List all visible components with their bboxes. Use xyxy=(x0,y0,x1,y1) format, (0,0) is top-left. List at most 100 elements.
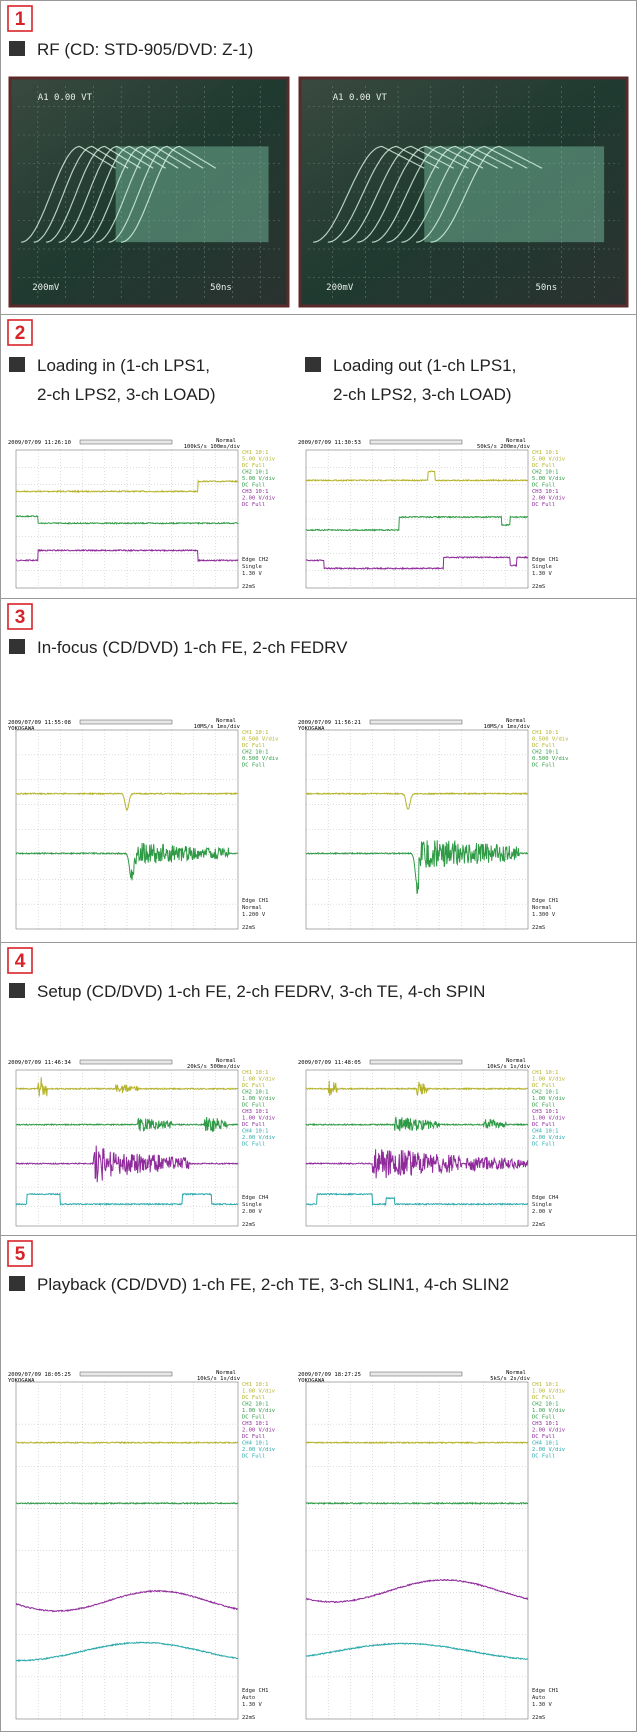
trigger-setting: Normal xyxy=(242,905,262,911)
channel-setting: 0.500 V/div xyxy=(242,756,279,762)
channel-setting: DC Full xyxy=(242,1415,265,1421)
channel-setting: DC Full xyxy=(532,1395,555,1401)
scope-trace xyxy=(305,840,529,894)
channel-setting: DC Full xyxy=(532,502,555,508)
channel-setting: CH2 10:1 xyxy=(532,470,559,476)
section-number: 3 xyxy=(15,607,26,628)
scope-memory-bar xyxy=(79,1059,173,1065)
channel-setting: 2.00 V/div xyxy=(242,1135,276,1141)
section-number-box xyxy=(7,319,33,346)
scope-timestamp: 2009/07/09 18:05:25 xyxy=(8,1372,71,1378)
scope-memory-bar xyxy=(369,1371,463,1377)
scope-timestamp: 2009/07/09 18:27:25 xyxy=(298,1372,361,1378)
channel-setting: CH4 10:1 xyxy=(532,1441,559,1447)
scope-trace xyxy=(305,1149,529,1179)
channel-setting: DC Full xyxy=(532,463,555,469)
scope-memory-bar xyxy=(79,439,173,445)
channel-setting: CH3 10:1 xyxy=(532,1421,559,1427)
channel-setting: DC Full xyxy=(532,743,555,749)
section-number: 5 xyxy=(15,1244,26,1265)
scope-brand: YOKOGAWA xyxy=(8,726,35,732)
channel-setting: 1.00 V/div xyxy=(242,1077,276,1083)
channel-setting: 1.00 V/div xyxy=(532,1389,566,1395)
caption-line: Loading in (1-ch LPS1, xyxy=(37,356,210,375)
trigger-setting: Single xyxy=(242,564,262,570)
scope-trace xyxy=(306,555,529,571)
channel-setting: CH1 10:1 xyxy=(242,730,269,736)
bullet xyxy=(305,357,321,372)
trigger-setting: Edge CH4 xyxy=(242,1195,269,1201)
crt-timebase: 50ns xyxy=(210,283,232,293)
scope-trace xyxy=(15,514,239,526)
bullet xyxy=(9,41,25,56)
scope-rate: 100kS/s 100ms/div xyxy=(184,444,241,450)
scope-timestamp: 2009/07/09 11:55:08 xyxy=(8,720,71,726)
scope-rate: 10MS/s 1ms/div xyxy=(484,724,531,730)
scope-timestamp: 2009/07/09 11:30:53 xyxy=(298,440,361,446)
section: 2 Loading in (1-ch LPS1, 2-ch LPS2, 3-ch L… xyxy=(0,314,637,590)
scope-timestamp: 2009/07/09 11:56:21 xyxy=(298,720,361,726)
scope-mode: Normal xyxy=(216,718,236,724)
scope-trace xyxy=(15,1641,239,1663)
scope-memory-bar xyxy=(369,719,463,725)
scope-brand: YOKOGAWA xyxy=(8,1378,35,1384)
scope-timestamp: 2009/07/09 11:48:05 xyxy=(298,1060,361,1066)
channel-setting: 1.00 V/div xyxy=(532,1408,566,1414)
scope-trace xyxy=(15,1077,238,1097)
scope-rate: 10kS/s 1s/div xyxy=(197,1376,241,1382)
channel-setting: DC Full xyxy=(532,1103,555,1109)
section-number-box xyxy=(7,1240,33,1267)
channel-setting: CH2 10:1 xyxy=(242,470,269,476)
trigger-setting: Edge CH1 xyxy=(242,1688,269,1694)
channel-setting: DC Full xyxy=(532,483,555,489)
bullet xyxy=(9,983,25,998)
trigger-setting: 2.00 V xyxy=(242,1209,263,1215)
channel-setting: CH4 10:1 xyxy=(242,1441,269,1447)
scope-trace xyxy=(305,791,529,810)
trigger-setting: 22mS xyxy=(242,584,255,590)
scope-memory-bar xyxy=(79,719,173,725)
section-title: In-focus (CD/DVD) 1-ch FE, 2-ch FEDRV xyxy=(37,638,348,657)
scope-trace xyxy=(305,1501,529,1506)
scope-trace xyxy=(306,1642,529,1661)
eye-trace xyxy=(71,145,166,243)
scope-trace xyxy=(16,548,239,563)
eye-trace xyxy=(33,145,129,243)
scope-trace xyxy=(15,842,239,881)
section-title: Setup (CD/DVD) 1-ch FE, 2-ch FEDRV, 3-ch… xyxy=(37,982,485,1001)
channel-setting: CH2 10:1 xyxy=(242,750,269,756)
channel-setting: DC Full xyxy=(242,463,265,469)
trigger-setting: Edge CH2 xyxy=(242,557,269,563)
crt-scale: 200mV xyxy=(326,283,354,293)
eye-trace xyxy=(327,145,440,243)
section: 5 Playback (CD/DVD) 1-ch FE, 2-ch TE, 3-c… xyxy=(0,1235,637,1721)
scope-mode: Normal xyxy=(216,438,236,444)
channel-setting: CH1 10:1 xyxy=(532,1382,559,1388)
channel-setting: CH2 10:1 xyxy=(532,1402,559,1408)
scope-rate: 10kS/s 1s/div xyxy=(487,1064,531,1070)
scope-trace xyxy=(305,515,529,532)
channel-setting: CH3 10:1 xyxy=(242,1421,269,1427)
trigger-setting: 22mS xyxy=(532,1222,545,1228)
crt-scale: 200mV xyxy=(32,283,60,293)
trigger-setting: 22mS xyxy=(532,1715,545,1721)
scope-trace xyxy=(16,1116,239,1133)
channel-setting: DC Full xyxy=(532,1454,555,1460)
eye-trace xyxy=(58,145,154,243)
channel-setting: DC Full xyxy=(532,1122,555,1128)
scope-rate: 5kS/s 2s/div xyxy=(490,1376,530,1382)
scope-trace xyxy=(306,1192,529,1207)
scope-trace xyxy=(305,1116,529,1132)
channel-setting: 1.00 V/div xyxy=(242,1096,276,1102)
trigger-setting: 1.200 V xyxy=(242,912,266,918)
eye-pattern xyxy=(115,146,269,243)
eye-trace xyxy=(386,145,499,243)
section-number: 4 xyxy=(15,951,26,972)
scope-mode: Normal xyxy=(216,1370,236,1376)
channel-setting: CH1 10:1 xyxy=(532,450,559,456)
scope-trace xyxy=(305,1440,529,1445)
eye-trace xyxy=(313,145,425,243)
channel-setting: CH4 10:1 xyxy=(532,1129,559,1135)
channel-setting: DC Full xyxy=(242,1122,265,1128)
